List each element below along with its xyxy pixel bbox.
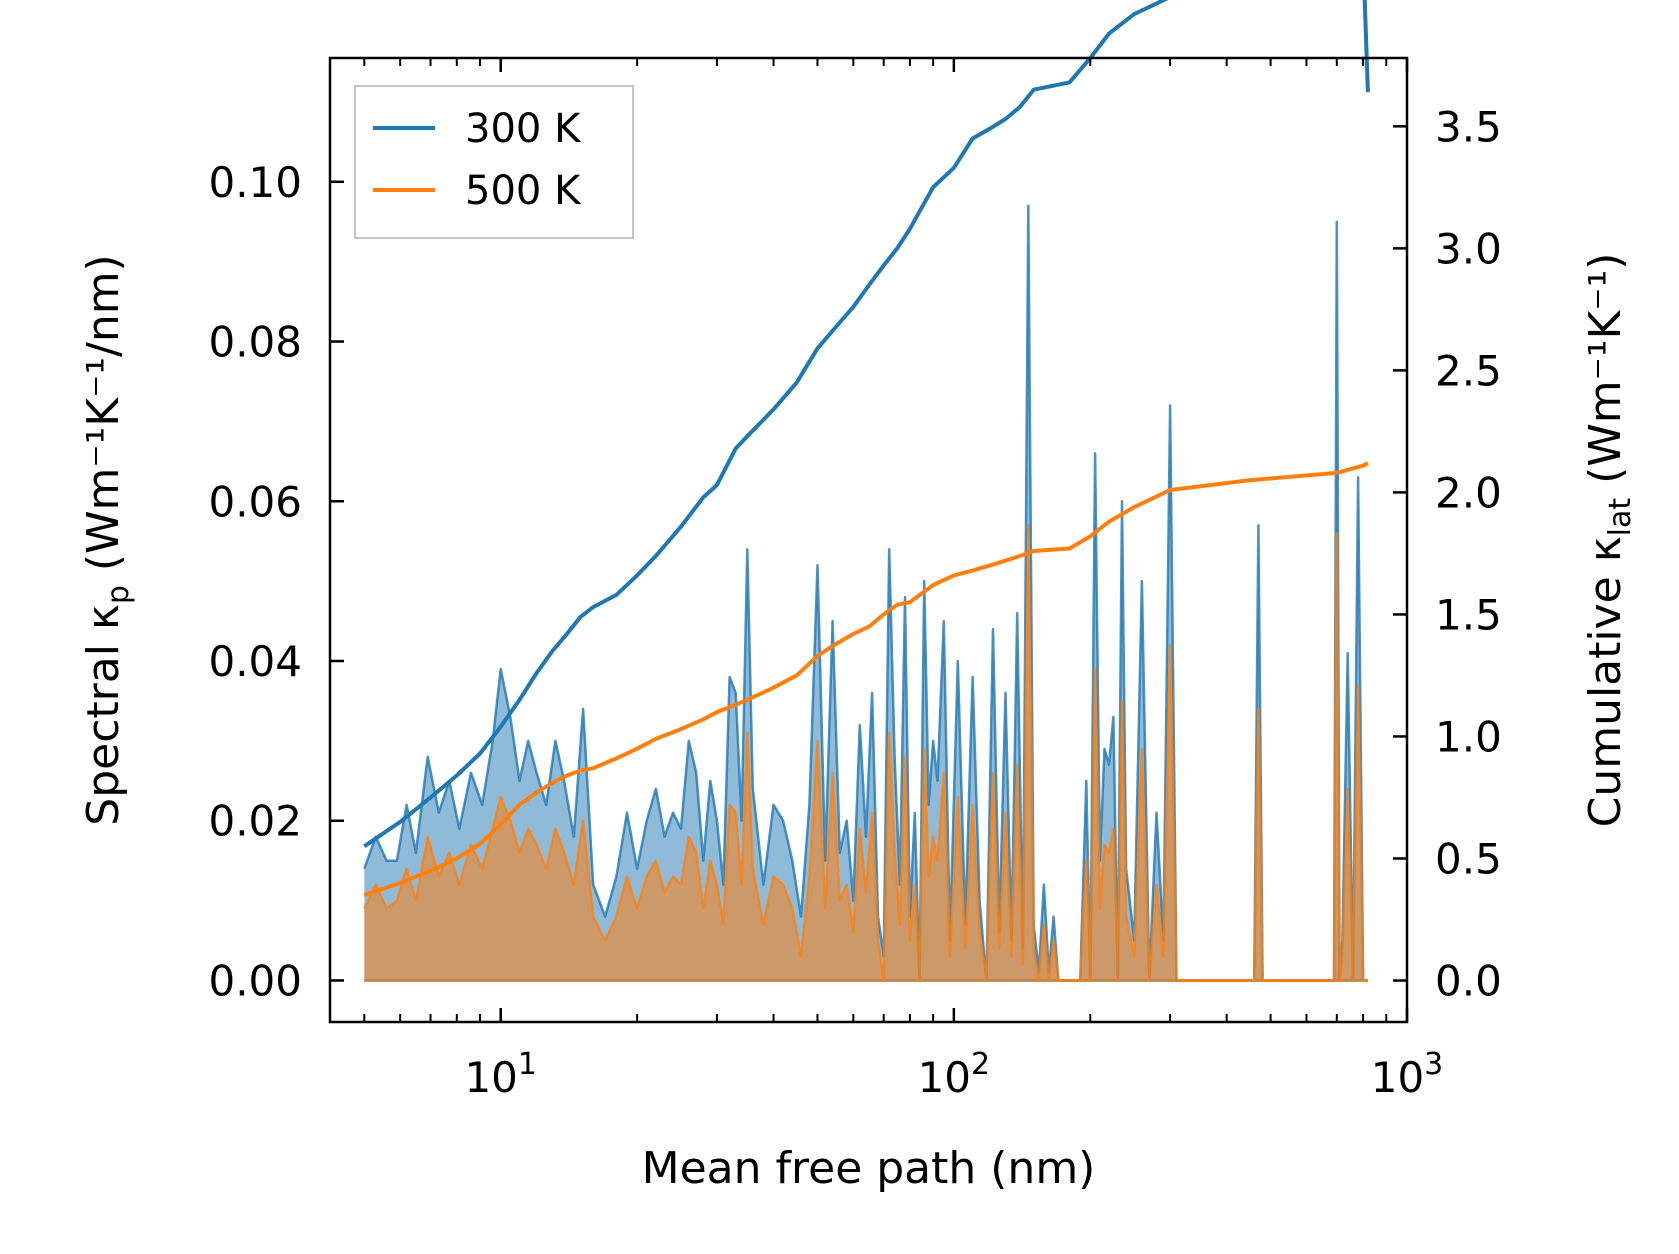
spectral-fills <box>364 205 1368 981</box>
plot-frame <box>328 56 1409 1024</box>
y-axis-label-left: Spectral κp (Wm⁻¹K⁻¹/nm) <box>78 254 136 825</box>
y-left-tick-label: 0.04 <box>208 637 302 686</box>
y-left-tick-label: 0.02 <box>208 797 302 846</box>
y-left-tick-label: 0.10 <box>208 158 302 207</box>
x-tick-label: 103 <box>1371 1047 1444 1102</box>
spectral-line-series-1 <box>363 523 1368 982</box>
y-right-tick-label: 3.5 <box>1435 102 1502 151</box>
legend-label-500k: 500 K <box>465 168 582 214</box>
legend-box <box>354 85 634 239</box>
spectral-fill-series-1 <box>364 525 1368 981</box>
y-axis-label-right: Cumulative κlat (Wm⁻¹K⁻¹) <box>1580 253 1638 828</box>
y-axis-label-left-sub: p <box>101 585 136 604</box>
x-axis-label: Mean free path (nm) <box>642 1143 1096 1194</box>
spectral-lines <box>363 204 1368 982</box>
y-left-tick-label: 0.00 <box>208 956 302 1005</box>
y-right-tick-label: 1.5 <box>1435 590 1502 639</box>
y-axis-label-right-sub: lat <box>1603 498 1638 537</box>
cumulative-lines <box>363 0 1370 897</box>
axis-ticks: 0.00 0.02 0.04 0.06 0.08 0.10 0.0 0.5 1.0 1.5 2.0 2… <box>208 58 1502 1102</box>
y-right-tick-label: 1.0 <box>1435 712 1502 761</box>
x-tick-label: 101 <box>464 1047 537 1102</box>
y-left-tick-label: 0.06 <box>208 477 302 526</box>
x-tick-label: 102 <box>918 1047 991 1102</box>
legend-label-300k: 300 K <box>465 106 582 152</box>
cumulative-line-series-1 <box>363 461 1369 897</box>
y-right-tick-label: 0.0 <box>1435 957 1502 1006</box>
y-right-tick-label: 3.0 <box>1435 224 1502 273</box>
y-right-tick-label: 0.5 <box>1435 834 1502 883</box>
y-left-tick-label: 0.08 <box>208 318 302 367</box>
y-right-tick-label: 2.5 <box>1435 346 1502 395</box>
cumulative-line-series-0 <box>363 0 1370 848</box>
legend: 300 K 500 K <box>354 85 634 239</box>
y-right-tick-label: 2.0 <box>1435 468 1502 517</box>
